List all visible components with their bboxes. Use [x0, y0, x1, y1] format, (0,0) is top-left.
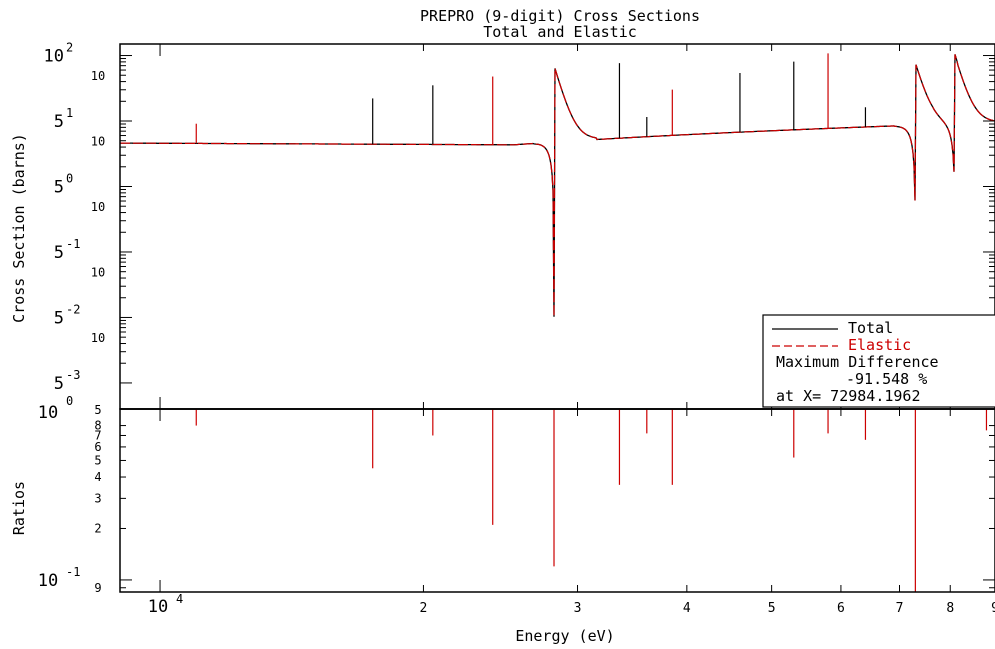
y-tick-label: 5: [54, 308, 64, 328]
top-y-axis-label: Cross Section (barns): [10, 133, 28, 323]
y-tick-label-five: 10: [91, 331, 105, 345]
y-tick-exponent: -1: [66, 237, 80, 251]
y-tick-label: 7: [94, 428, 101, 442]
y-tick-exponent: -1: [66, 565, 80, 579]
y-tick-label: 3: [94, 491, 101, 505]
y-tick-label: 5: [54, 112, 64, 132]
bottom-y-axis-label: Ratios: [10, 481, 28, 535]
y-tick-exponent: 1: [66, 106, 73, 120]
y-tick-exponent: 0: [66, 394, 73, 408]
y-tick-label: 4: [94, 470, 101, 484]
y-tick-label-five: 10: [91, 135, 105, 149]
x-tick-label: 2: [420, 601, 428, 616]
x-tick-label: 4: [683, 601, 691, 616]
y-tick-exponent: 2: [66, 41, 73, 55]
y-tick-label: 10: [44, 47, 64, 67]
y-tick-label-five: 10: [91, 200, 105, 214]
y-tick-label: 5: [54, 374, 64, 394]
x-tick-label: 7: [896, 601, 904, 616]
y-tick-exponent: -3: [66, 368, 80, 382]
y-tick-label: 5: [54, 177, 64, 197]
legend: Total Elastic Maximum Difference -91.548…: [762, 314, 995, 408]
y-tick-label: 10: [38, 403, 58, 423]
x-tick-label: 5: [768, 601, 776, 616]
series-total-line: [120, 54, 995, 317]
y-tick-label: 5: [94, 453, 101, 467]
y-tick-label: 5: [54, 243, 64, 263]
x-tick-label: 6: [837, 601, 845, 616]
ratios-panel: [119, 408, 995, 593]
legend-elastic-label: Elastic: [848, 336, 911, 354]
y-tick-label: 9: [94, 581, 101, 595]
x-tick-label: 9: [991, 601, 995, 616]
chart-title: PREPRO (9-digit) Cross Sections: [420, 7, 700, 25]
y-tick-label-five: 10: [91, 266, 105, 280]
x-tick-exponent: 4: [176, 592, 183, 606]
y-tick-label: 6: [94, 440, 101, 454]
y-tick-label-five: 10: [91, 69, 105, 83]
legend-box: [762, 314, 995, 408]
y-tick-exponent: -2: [66, 302, 80, 316]
chart-subtitle: Total and Elastic: [483, 23, 637, 41]
x-tick-labels: 10 4 2 3 4 5 6 7 8 9: [148, 592, 995, 617]
legend-note-value: -91.548 %: [846, 370, 927, 388]
y-tick-label: 10: [38, 571, 58, 591]
y-tick-label: 2: [94, 521, 101, 535]
legend-note-title: Maximum Difference: [776, 353, 939, 371]
y-tick-exponent: 0: [66, 171, 73, 185]
x-tick-label: 8: [946, 601, 954, 616]
x-tick-label: 10: [148, 597, 168, 617]
legend-total-label: Total: [848, 319, 893, 337]
y-tick-label: 8: [94, 419, 101, 433]
series-elastic-line: [120, 54, 995, 317]
x-tick-label: 3: [574, 601, 582, 616]
bottom-plot-frame: [119, 408, 995, 593]
x-axis-label: Energy (eV): [515, 627, 614, 645]
legend-note-at: at X= 72984.1962: [776, 387, 921, 405]
y-tick-label-five: 5: [94, 403, 101, 417]
